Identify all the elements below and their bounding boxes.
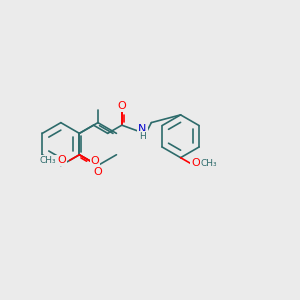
Text: O: O xyxy=(94,167,102,177)
Text: O: O xyxy=(57,155,66,165)
Text: CH₃: CH₃ xyxy=(40,156,56,165)
Text: O: O xyxy=(91,156,100,166)
Text: H: H xyxy=(139,132,146,141)
Text: CH₃: CH₃ xyxy=(200,159,217,168)
Text: O: O xyxy=(191,158,200,168)
Text: N: N xyxy=(138,124,147,134)
Text: O: O xyxy=(118,101,126,111)
